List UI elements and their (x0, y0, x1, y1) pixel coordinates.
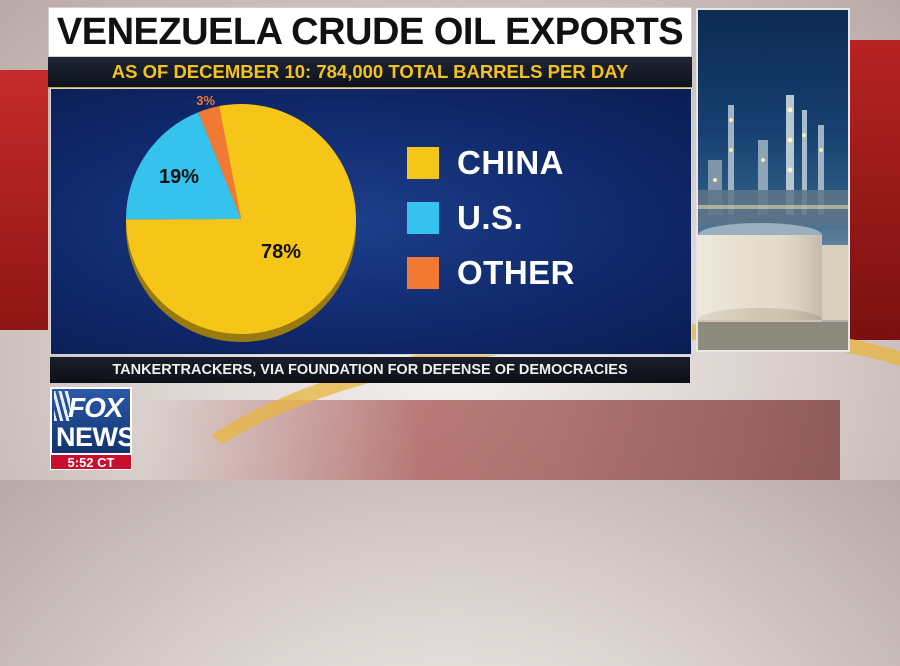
refinery-illustration (698, 95, 848, 350)
logo-stripes-icon (54, 391, 70, 421)
pie-label-other: 3% (196, 93, 215, 108)
legend-item-other: OTHER (407, 254, 575, 291)
legend-item-china: CHINA (407, 144, 575, 181)
backdrop-red-panel-left (0, 70, 48, 330)
fox-news-logo-box: FOX NEWS (50, 387, 132, 455)
legend-swatch-other (407, 257, 439, 289)
pie-slice-other (198, 106, 241, 219)
source-credit: TANKERTRACKERS, VIA FOUNDATION FOR DEFEN… (50, 357, 690, 383)
chart-panel: 78% 19% 3% CHINA U.S. OTHER (50, 88, 692, 355)
chart-legend: CHINA U.S. OTHER (407, 144, 575, 310)
graphic-subhead: AS OF DECEMBER 10: 784,000 TOTAL BARRELS… (48, 57, 692, 88)
graphic-headline: VENEZUELA CRUDE OIL EXPORTS (48, 7, 692, 57)
refinery-photo (696, 8, 850, 352)
legend-swatch-us (407, 202, 439, 234)
pie-slice-china (126, 104, 356, 334)
network-logo: FOX NEWS 5:52 CT (50, 387, 132, 470)
backdrop-red-panel-right (848, 40, 900, 340)
broadcast-time: 5:52 CT (50, 455, 132, 470)
legend-label-other: OTHER (457, 254, 575, 291)
legend-swatch-china (407, 147, 439, 179)
pie-chart: 78% 19% 3% (126, 93, 356, 342)
pie-slice-us (126, 112, 241, 220)
legend-label-us: U.S. (457, 199, 524, 236)
pie-label-us: 19% (159, 166, 199, 188)
legend-item-us: U.S. (407, 199, 575, 236)
logo-fox-text: FOX (68, 392, 124, 423)
backdrop-band (140, 400, 840, 480)
legend-label-china: CHINA (457, 144, 564, 181)
logo-news-text: NEWS (56, 422, 132, 452)
pie-label-china: 78% (261, 241, 301, 263)
